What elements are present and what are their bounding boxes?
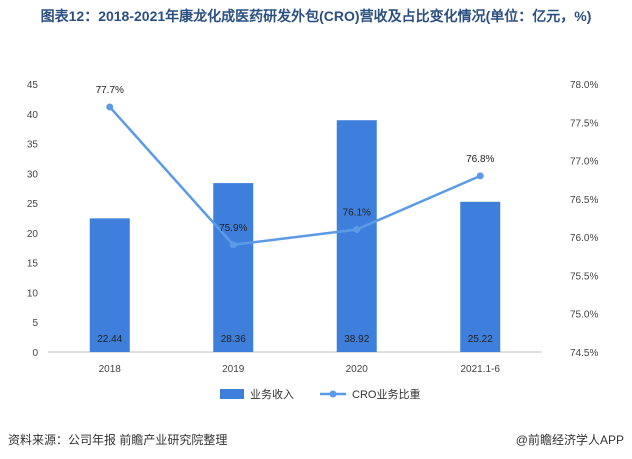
left-tick-label: 15 [27, 259, 39, 270]
right-tick-label: 75.5% [570, 271, 598, 282]
bar-value-label: 22.44 [97, 334, 122, 345]
line-point [476, 172, 484, 180]
left-tick-label: 0 [32, 348, 38, 359]
left-tick-label: 10 [27, 288, 39, 299]
left-tick-label: 45 [27, 80, 39, 91]
right-tick-label: 77.5% [570, 118, 598, 129]
bar [460, 201, 501, 352]
bars: 22.44 28.36 38.92 25.22 [89, 120, 501, 352]
right-tick-label: 77.0% [570, 157, 598, 168]
line-point [353, 225, 361, 233]
left-tick-label: 5 [32, 318, 38, 329]
bar-value-label: 25.22 [468, 334, 493, 345]
source-note: 资料来源：公司年报 前瞻产业研究院整理 [8, 433, 228, 447]
right-tick-label: 75.0% [570, 310, 598, 321]
x-tick-label: 2018 [99, 364, 122, 375]
left-tick-label: 35 [27, 140, 39, 151]
left-tick-label: 20 [27, 229, 39, 240]
legend-bar-label: 业务收入 [250, 387, 294, 401]
axes: 0 5 10 15 20 25 30 35 40 45 74.5% 75.0% 75.5% 76.0% 76… [27, 80, 599, 375]
right-tick-label: 74.5% [570, 348, 598, 359]
chart-title: 图表12：2018-2021年康龙化成医药研发外包(CRO)营收及占比变化情况(… [40, 8, 592, 24]
x-tick-label: 2021.1-6 [461, 364, 501, 375]
legend-bar-swatch [220, 389, 244, 399]
x-tick-label: 2020 [346, 364, 369, 375]
right-tick-label: 76.0% [570, 233, 598, 244]
bar [336, 120, 377, 352]
chart: 0 5 10 15 20 25 30 35 40 45 74.5% 75.0% 75.5% 76.0% 76… [27, 80, 599, 401]
x-tick-label: 2019 [222, 364, 245, 375]
left-tick-label: 25 [27, 199, 39, 210]
line-series: 77.7% 75.9% 76.1% 76.8% [96, 85, 495, 249]
bar-value-label: 28.36 [221, 334, 246, 345]
right-tick-label: 78.0% [570, 80, 598, 91]
brand-note: @前瞻经济学人APP [515, 433, 624, 447]
line-point [106, 103, 114, 111]
line-value-label: 77.7% [96, 85, 124, 96]
legend-line-label: CRO业务比重 [352, 387, 420, 401]
right-tick-label: 76.5% [570, 195, 598, 206]
bar [213, 183, 254, 352]
line-value-label: 76.8% [466, 154, 494, 165]
line-point [229, 241, 237, 249]
bar-value-label: 38.92 [344, 334, 369, 345]
line-path [108, 106, 481, 247]
line-value-label: 75.9% [219, 223, 247, 234]
left-tick-label: 40 [27, 110, 39, 121]
legend-line-marker [329, 390, 337, 398]
left-tick-label: 30 [27, 169, 39, 180]
line-value-label: 76.1% [343, 207, 371, 218]
bar [89, 218, 130, 352]
legend: 业务收入 CRO业务比重 [220, 387, 420, 401]
